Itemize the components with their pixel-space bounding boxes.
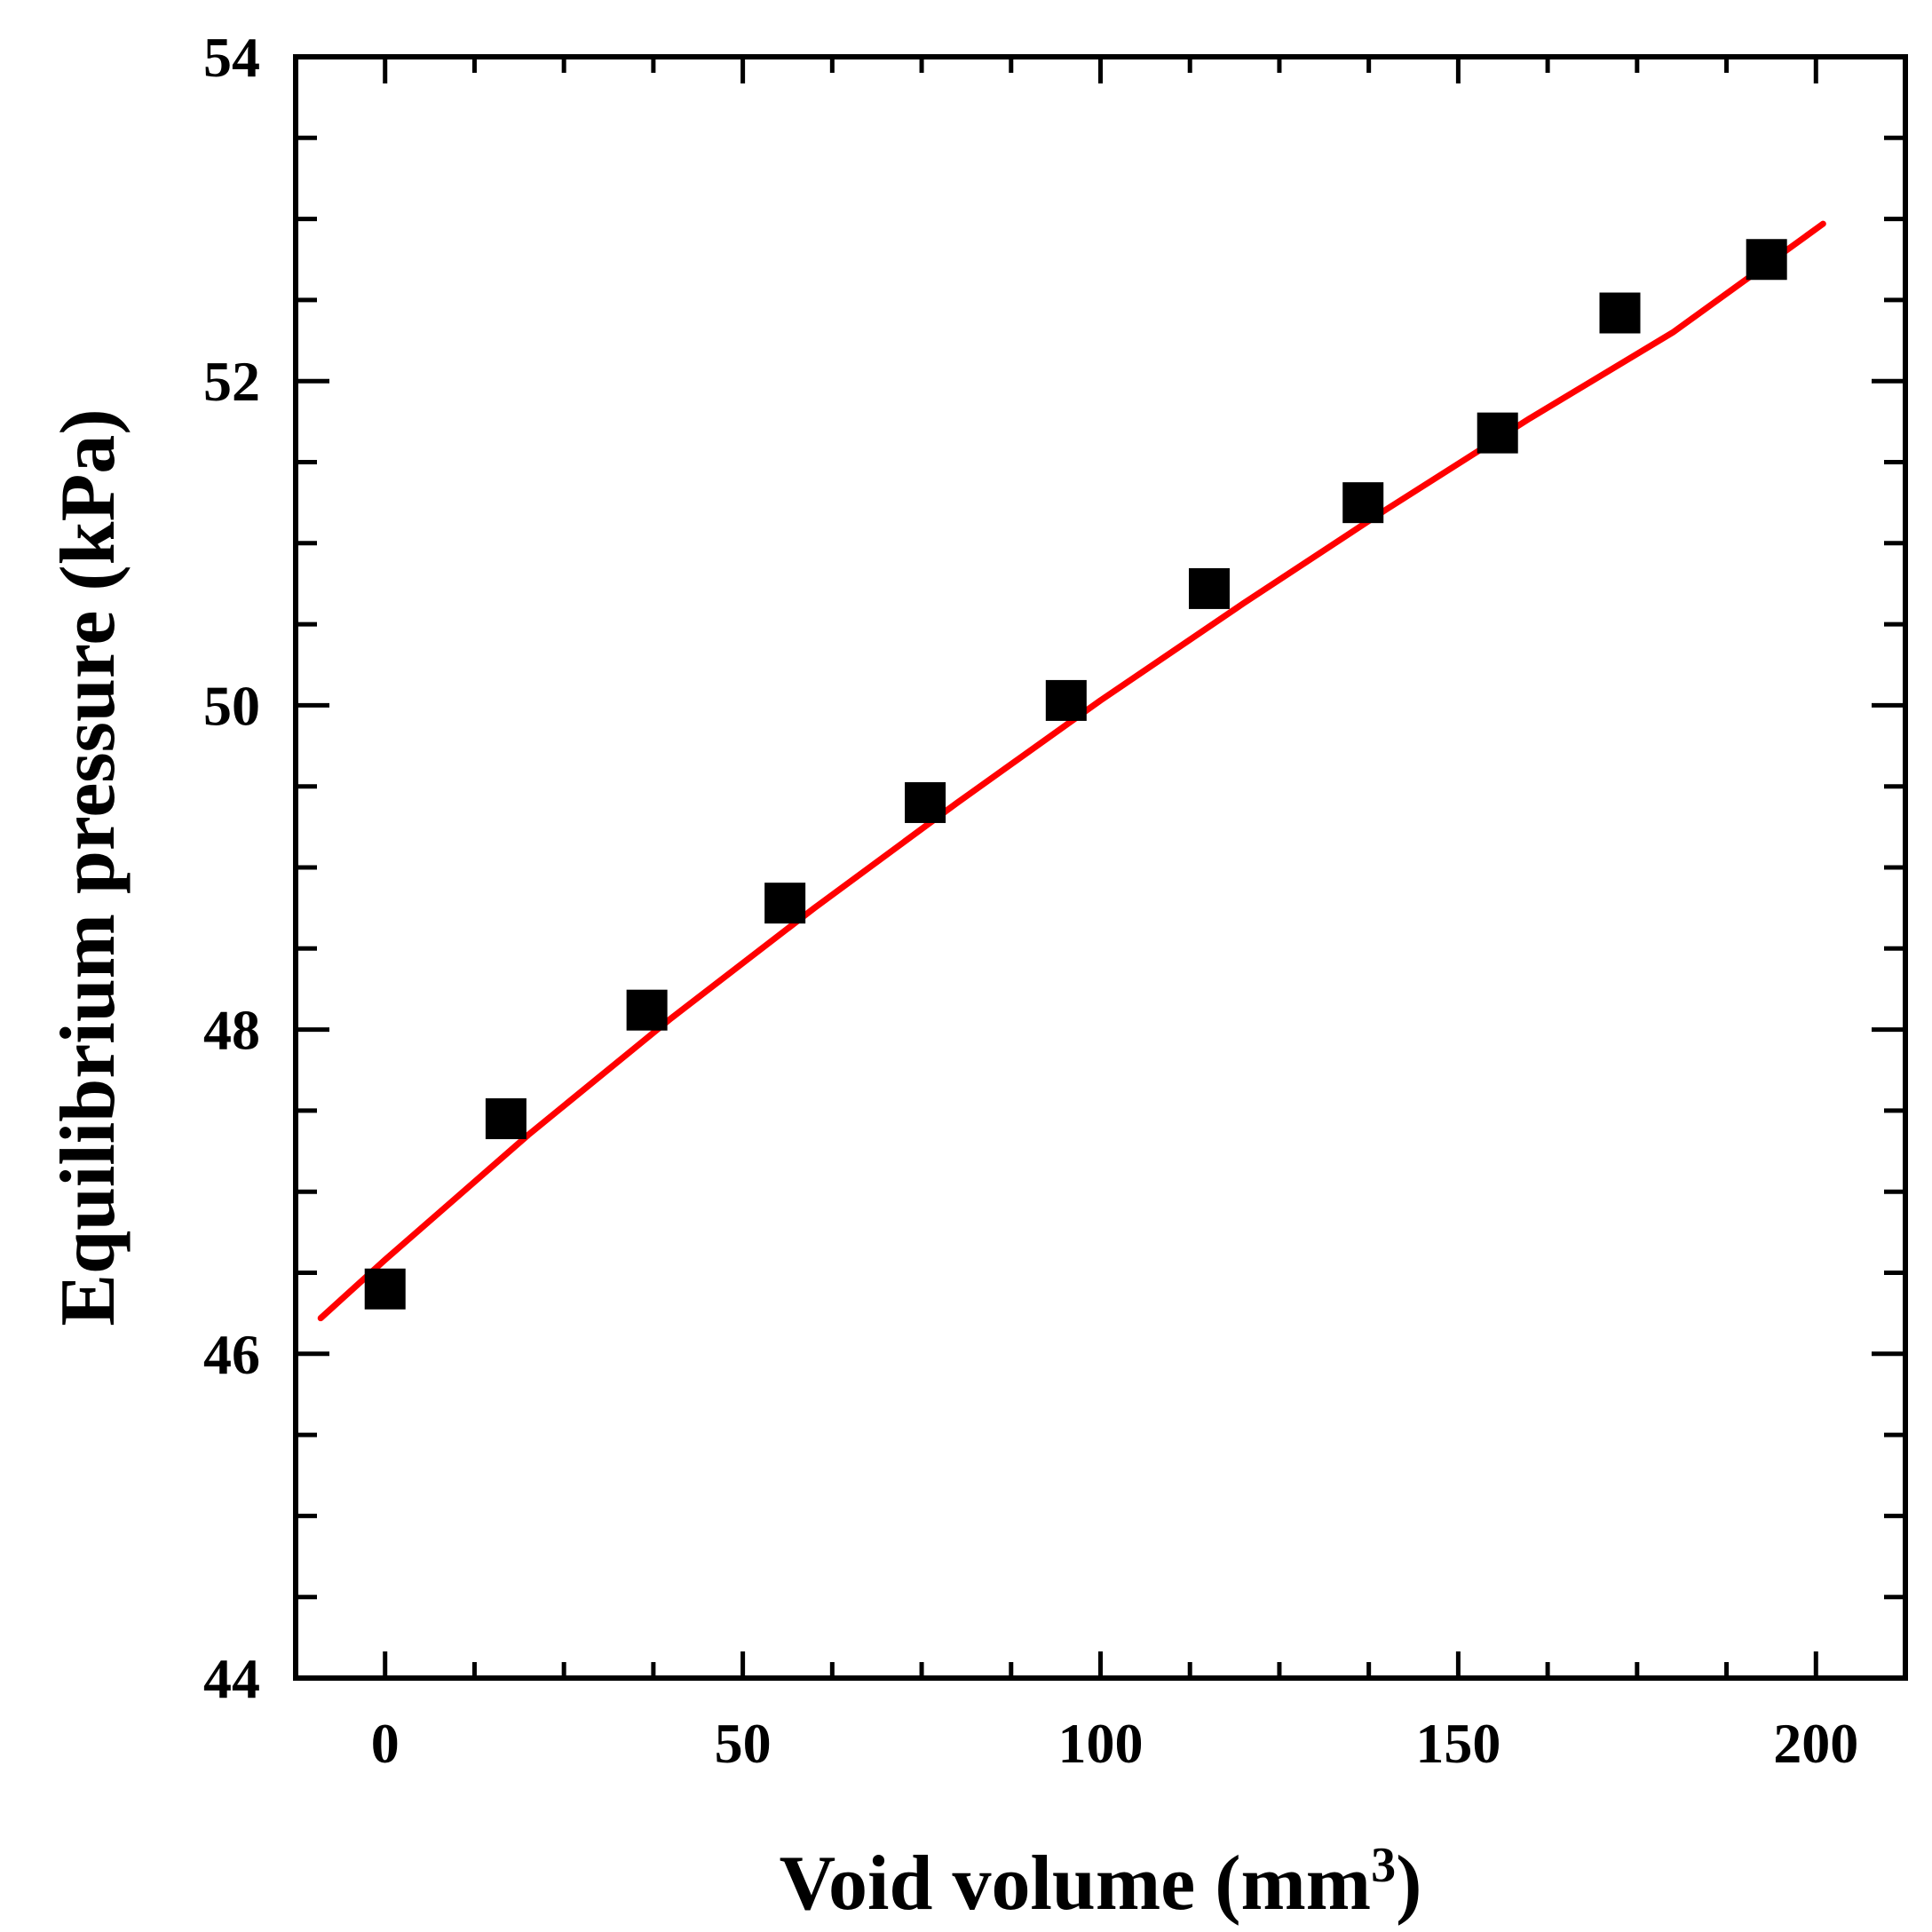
x-tick-label: 100 [1058, 1712, 1144, 1775]
x-axis-title: Void volume (mm3) [780, 1838, 1422, 1927]
minor-ticks [296, 57, 1905, 1678]
x-tick-label: 150 [1415, 1712, 1500, 1775]
y-tick-label: 54 [203, 26, 260, 89]
data-point [1599, 292, 1641, 334]
x-axis-title-text: Void volume (mm [780, 1841, 1372, 1927]
fit-curve-layer [317, 220, 1826, 1322]
data-point [905, 781, 946, 823]
y-tick-label: 50 [203, 674, 260, 737]
x-axis-title-close: ) [1396, 1841, 1421, 1927]
y-tick-label: 48 [203, 999, 260, 1062]
data-point [485, 1098, 527, 1140]
y-tick-label: 52 [203, 350, 260, 413]
data-points-layer [364, 239, 1787, 1310]
major-ticks [296, 57, 1905, 1678]
data-point [1045, 679, 1087, 721]
data-point [1477, 412, 1518, 454]
y-tick-label: 46 [203, 1323, 260, 1386]
data-point [1342, 482, 1384, 524]
x-axis-title-superscript: 3 [1371, 1838, 1396, 1893]
plot-frame [293, 54, 1908, 1681]
data-point [1746, 239, 1787, 281]
x-tick-label: 0 [371, 1712, 400, 1775]
tick-labels: 0 50 100 150 200 44 46 48 50 52 54 [203, 26, 1858, 1775]
y-axis-title: Equilibrium pressure (kPa) [45, 408, 131, 1326]
data-point [1188, 567, 1230, 609]
x-tick-label: 200 [1773, 1712, 1858, 1775]
x-tick-label: 50 [715, 1712, 772, 1775]
fit-curve [317, 220, 1826, 1322]
data-point [764, 883, 806, 924]
data-point [626, 989, 668, 1031]
data-point [364, 1268, 406, 1310]
y-tick-label: 44 [203, 1647, 260, 1710]
